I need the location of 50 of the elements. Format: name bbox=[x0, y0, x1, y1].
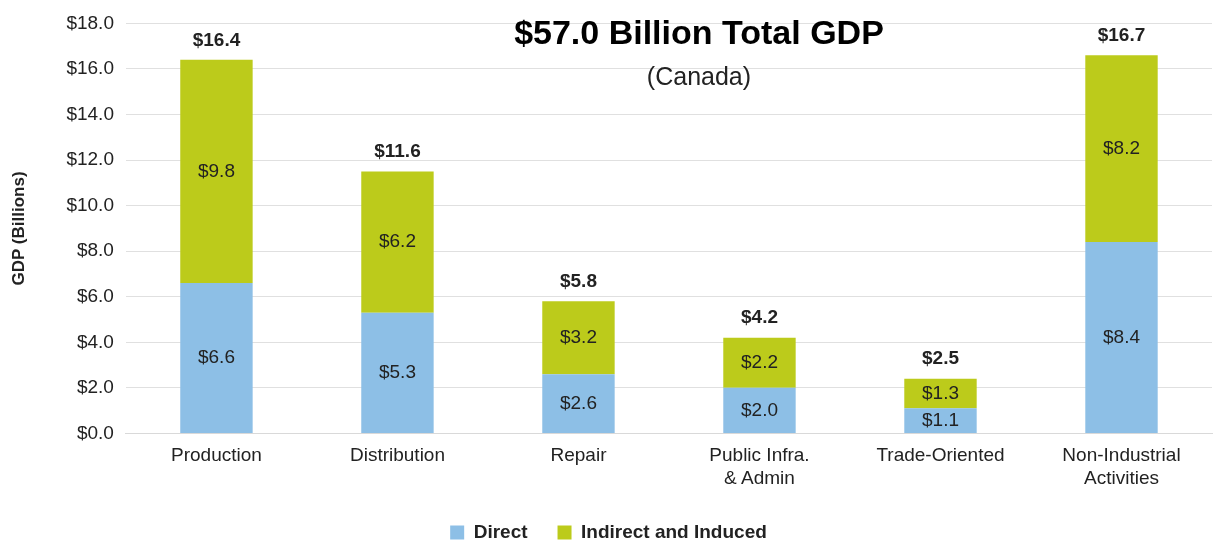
data-label: $2.0 bbox=[740, 398, 778, 420]
bar bbox=[904, 408, 977, 433]
x-tick-label: Trade-Oriented bbox=[876, 444, 1005, 466]
x-tick-label: Public Infra. & Admin bbox=[709, 444, 810, 488]
total-label: $4.2 bbox=[740, 306, 778, 328]
data-label: $6.6 bbox=[197, 346, 235, 368]
y-tick-label: $8.0 bbox=[76, 239, 114, 261]
data-label: $8.4 bbox=[1103, 325, 1141, 347]
bar bbox=[542, 374, 615, 433]
total-label: $5.8 bbox=[559, 270, 597, 292]
bar bbox=[180, 283, 253, 433]
y-tick-label: $4.0 bbox=[76, 330, 114, 352]
y-tick-label: $2.0 bbox=[76, 376, 114, 398]
x-tick-label: Distribution bbox=[349, 444, 445, 466]
bar bbox=[361, 171, 434, 313]
total-label: $11.6 bbox=[374, 140, 421, 162]
data-label: $2.2 bbox=[740, 351, 778, 373]
y-tick-label: $6.0 bbox=[76, 284, 114, 306]
data-label: $1.1 bbox=[921, 408, 959, 430]
data-label: $5.3 bbox=[378, 361, 416, 383]
bar bbox=[1085, 55, 1158, 243]
bar bbox=[361, 312, 434, 433]
y-tick-label: $10.0 bbox=[66, 193, 114, 215]
y-tick-label: $0.0 bbox=[76, 421, 114, 443]
y-tick-label: $16.0 bbox=[66, 57, 114, 79]
data-label: $6.2 bbox=[378, 230, 416, 252]
legend-label: Indirect and Induced bbox=[581, 520, 767, 542]
y-tick-label: $14.0 bbox=[66, 102, 114, 124]
y-tick-label: $18.0 bbox=[66, 11, 114, 33]
x-tick-label: Production bbox=[171, 444, 262, 466]
data-label: $3.2 bbox=[559, 325, 597, 347]
total-label: $16.4 bbox=[192, 28, 241, 50]
total-label: $2.5 bbox=[921, 347, 960, 369]
data-label: $2.6 bbox=[559, 391, 597, 413]
x-tick-label: Repair bbox=[550, 444, 608, 466]
total-label: $16.7 bbox=[1097, 24, 1146, 46]
chart-title: $57.0 Billion Total GDP bbox=[514, 12, 884, 51]
bar bbox=[180, 59, 253, 284]
legend-label: Direct bbox=[473, 520, 529, 542]
x-tick-label: Non-Industrial Activities bbox=[1062, 444, 1181, 488]
bar bbox=[723, 387, 796, 433]
data-label: $1.3 bbox=[921, 381, 959, 403]
data-label: $9.8 bbox=[197, 159, 235, 181]
y-tick-label: $12.0 bbox=[66, 148, 114, 170]
text: (Canada) bbox=[646, 61, 752, 90]
bar bbox=[542, 301, 615, 375]
bar bbox=[723, 337, 796, 388]
bar bbox=[1085, 242, 1158, 433]
data-label: $8.2 bbox=[1103, 136, 1140, 158]
y-axis-title: GDP (Billions) bbox=[8, 171, 28, 286]
